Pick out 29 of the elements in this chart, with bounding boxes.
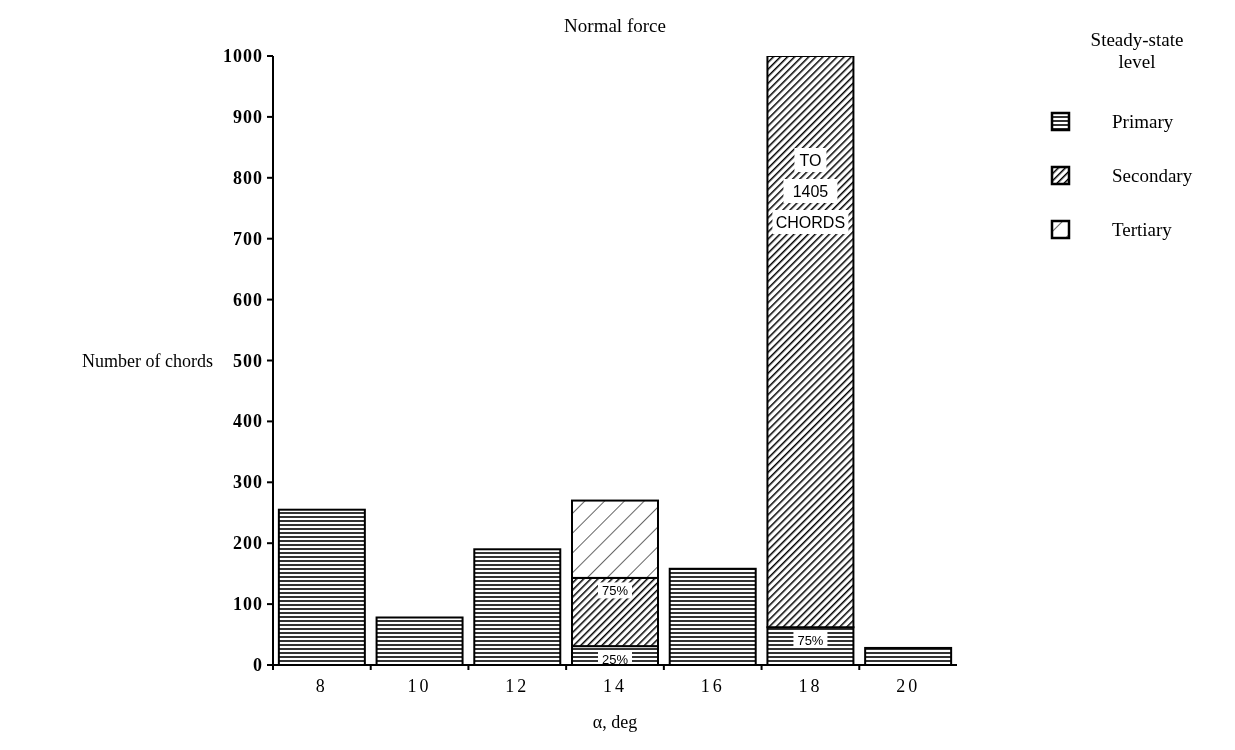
y-tick-label: 400 (233, 411, 263, 432)
annotation: 75% (601, 583, 629, 599)
x-axis-title: α, deg (592, 712, 638, 732)
annotation: 75% (797, 632, 824, 648)
x-tick-label: 8 (315, 676, 328, 696)
y-tick-label: 300 (233, 472, 263, 493)
legend-label: Tertiary (1112, 219, 1173, 240)
legend-label: Primary (1112, 111, 1174, 132)
y-tick-label: 0 (253, 655, 263, 675)
y-tick-label: 1000 (223, 46, 263, 66)
x-tick-label: 10 (407, 676, 432, 696)
y-tick-label: 100 (233, 594, 263, 615)
annotation: TO 1405 CHORDS (775, 152, 846, 231)
y-tick-label: 700 (233, 228, 263, 249)
x-tick-label: 12 (505, 676, 530, 696)
chart-title: Normal force (564, 15, 666, 36)
x-tick-label: 14 (603, 676, 627, 696)
x-tick-label: 20 (896, 676, 921, 696)
y-tick-label: 500 (233, 350, 263, 371)
y-tick-label: 600 (233, 289, 263, 310)
legend-label: Secondary (1112, 165, 1193, 186)
annotation: 25% (601, 651, 629, 667)
y-axis-title: Number of chords (82, 350, 213, 371)
y-tick-label: 800 (233, 167, 263, 188)
x-tick-label: 16 (700, 676, 725, 696)
legend-title: Steady-state level (1090, 29, 1184, 72)
x-tick-label: 18 (798, 676, 823, 696)
y-tick-label: 900 (233, 106, 263, 127)
y-tick-label: 200 (233, 533, 263, 554)
